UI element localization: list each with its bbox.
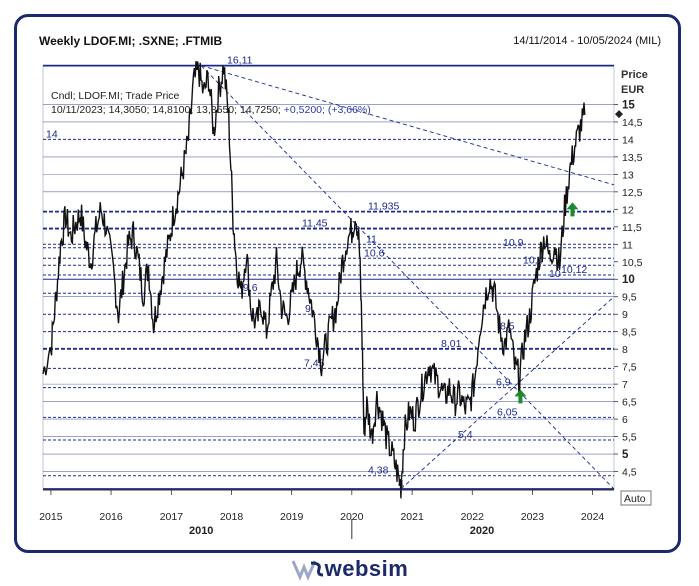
x-tick-label: 2021 — [400, 511, 424, 523]
markers — [514, 202, 579, 404]
date-range: 14/11/2014 - 10/05/2024 (MIL) — [513, 35, 661, 47]
y-tick-label: 14,5 — [622, 117, 643, 129]
level-label: 11,935 — [368, 201, 399, 213]
level-label: 11,45 — [302, 218, 328, 230]
y-tick-label: 7 — [622, 379, 628, 391]
websim-logo-icon — [291, 560, 323, 581]
level-label: 6,05 — [497, 406, 518, 418]
buy-arrow-icon — [514, 389, 527, 404]
y-tick-label: 7,5 — [622, 362, 637, 374]
y-tick-label: 6 — [622, 414, 628, 426]
trendline — [400, 296, 615, 490]
level-label: 16,11 — [227, 55, 253, 67]
y-tick-label: 12 — [622, 204, 634, 216]
legend: Cndl; LDOF.MI; Trade Price 10/11/2023; 1… — [51, 90, 371, 116]
decade-label: 2020 — [470, 525, 494, 537]
y-tick-label: 12,5 — [622, 187, 643, 199]
x-tick-label: 2022 — [461, 511, 485, 523]
legend-line-2: 10/11/2023; 14,3050; 14,8100; 13,8550; 1… — [51, 104, 371, 116]
x-tick-label: 2018 — [220, 511, 244, 523]
y-tick-label: 5 — [622, 449, 629, 461]
x-tick-label: 2020 — [340, 511, 364, 523]
y-tick-label: 13,5 — [622, 152, 643, 164]
price-line — [42, 61, 586, 499]
last-value-marker — [615, 110, 623, 119]
level-label: 6,9 — [496, 377, 511, 389]
y-axis-unit: EUR — [621, 84, 644, 96]
y-tick-label: 9,5 — [622, 292, 637, 304]
y-tick-label: 4,5 — [622, 467, 637, 479]
brand-name: websim — [324, 556, 409, 581]
level-label: 9 — [305, 303, 311, 315]
trendline — [200, 65, 615, 490]
y-tick-label: 8,5 — [622, 327, 637, 339]
trendline — [201, 65, 615, 186]
y-tick-label: 5,5 — [622, 432, 637, 444]
y-tick-label: 6,5 — [622, 397, 637, 409]
y-tick-label: 10 — [622, 274, 635, 286]
y-tick-label: 15 — [622, 99, 635, 111]
x-tick-label: 2023 — [521, 511, 545, 523]
plot-area — [42, 65, 615, 490]
chart-frame — [14, 14, 681, 553]
level-label: 8,01 — [441, 338, 462, 350]
buy-arrow-icon — [566, 202, 579, 217]
x-tick-label: 2015 — [39, 511, 63, 523]
level-label: 10,6 — [364, 247, 385, 259]
level-label: 10,12 — [561, 264, 587, 276]
trendlines — [200, 65, 615, 490]
y-axis-title: Price — [621, 69, 648, 81]
price-series — [42, 61, 586, 499]
x-tick-label: 2019 — [280, 511, 304, 523]
y-tick-label: 13 — [622, 169, 634, 181]
decade-label: 2010 — [189, 525, 213, 537]
level-label: 10 — [549, 268, 561, 280]
level-label: 10,9 — [503, 237, 524, 249]
y-tick-label: 11,5 — [622, 222, 642, 234]
level-label: 4,38 — [368, 465, 389, 477]
y-tick-label: 9 — [622, 309, 628, 321]
y-tick-label: 10,5 — [622, 257, 643, 269]
x-axis: 2015 2016 2017 2018 2019 2020 2021 2022 2023 2024… — [39, 489, 614, 539]
x-tick-label: 2024 — [581, 511, 605, 523]
legend-change: +0,5200; (+3,66%) — [284, 104, 371, 116]
level-label: 5,4 — [458, 429, 473, 441]
level-label: 9,6 — [243, 282, 258, 294]
y-axis: 4,5 5 5,5 6 6,5 7 7,5 8 8,5 9 9,5 10 10,5 11 11,5 12 12,… — [614, 69, 652, 506]
y-tick-label: 11 — [622, 239, 633, 251]
level-label: 11 — [366, 233, 377, 245]
auto-button-label: Auto — [624, 493, 646, 505]
auto-button-box — [620, 490, 652, 506]
x-tick-label: 2016 — [99, 511, 123, 523]
level-label: 14 — [46, 128, 58, 140]
y-tick-label: 8 — [622, 344, 628, 356]
y-tick-label: 14 — [622, 134, 634, 146]
brand-logo: websim — [0, 556, 699, 584]
x-tick-label: 2017 — [160, 511, 184, 523]
legend-ohlc: 10/11/2023; 14,3050; 14,8100; 13,8550; 1… — [51, 104, 284, 116]
legend-line-1: Cndl; LDOF.MI; Trade Price — [51, 90, 180, 102]
chart-title: Weekly LDOF.MI; .SXNE; .FTMIB — [39, 34, 223, 48]
